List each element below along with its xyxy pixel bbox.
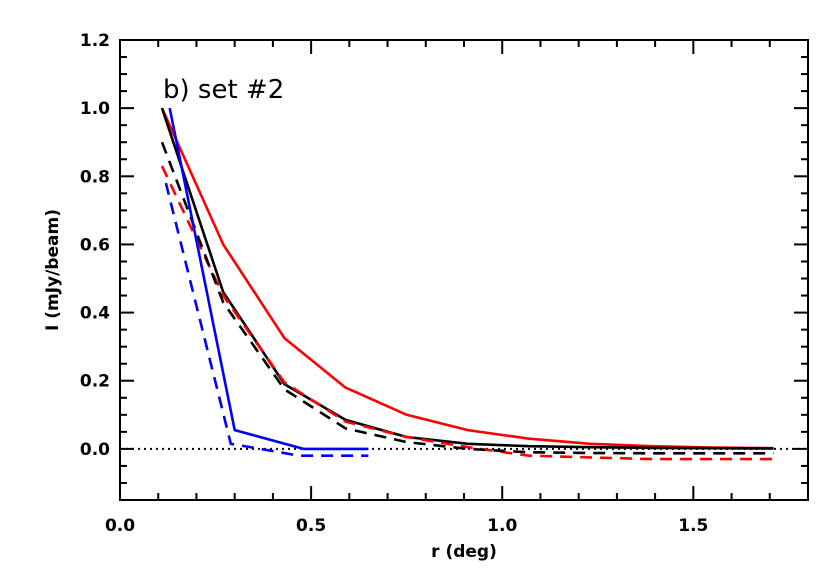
plot-frame [119,39,809,501]
series-line-5 [168,107,369,451]
x-tick-label: 1.0 [487,516,517,536]
y-tick-label: 0.0 [80,440,110,460]
x-tick-label: 0.0 [105,516,135,536]
y-tick-label: 0.8 [80,167,110,187]
x-tick-label: 0.5 [296,516,326,536]
series-lines [160,107,774,461]
y-tick-label: 1.0 [80,99,110,119]
tick-labels: 0.0 0.5 1.0 1.5 0.0 0.2 0.4 0.6 0.8 1.0 1.2 [80,31,709,536]
y-tick-label: 1.2 [80,31,110,51]
y-tick-label: 0.6 [80,235,110,255]
x-tick-label: 1.5 [678,516,708,536]
x-axis-label: r (deg) [431,542,497,562]
chart-title: b) set #2 [163,75,284,105]
y-tick-label: 0.2 [80,372,110,392]
series-line-1 [160,107,774,450]
series-line-6 [164,182,369,458]
series-line-3 [160,165,774,461]
y-tick-label: 0.4 [80,304,110,324]
y-axis-label: I (mJy/beam) [43,209,63,331]
tick-marks [119,39,809,501]
series-line-2 [160,107,774,450]
series-line-4 [160,141,774,455]
